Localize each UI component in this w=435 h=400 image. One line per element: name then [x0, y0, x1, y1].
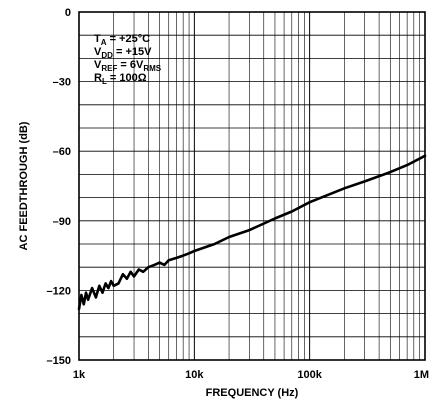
- y-tick-label: –60: [53, 146, 71, 158]
- y-tick-label: –150: [47, 355, 71, 367]
- y-tick-labels: 0 –30 –60 –90 –120 –150: [47, 7, 71, 367]
- condition-line: TA = +25°C: [94, 33, 150, 47]
- y-tick-label: –30: [53, 77, 71, 89]
- feedthrough-curve: [77, 154, 427, 311]
- y-tick-label: 0: [65, 7, 71, 19]
- grid: [79, 12, 425, 360]
- x-tick-label: 1M: [414, 369, 429, 381]
- x-tick-labels: 1k 10k 100k 1M: [73, 369, 429, 381]
- x-tick-label: 1k: [73, 369, 86, 381]
- x-axis-label: FREQUENCY (Hz): [206, 387, 299, 399]
- x-tick-label: 100k: [297, 369, 322, 381]
- condition-line: RL = 100Ω: [94, 72, 147, 86]
- y-axis-label: AC FEEDTHROUGH (dB): [18, 121, 30, 250]
- condition-line: VREF = 6VRMS: [94, 59, 162, 73]
- plot-frame: [78, 11, 426, 361]
- y-tick-label: –90: [53, 216, 71, 228]
- condition-line: VDD = +15V: [94, 46, 152, 60]
- x-tick-label: 10k: [185, 369, 204, 381]
- y-tick-label: –120: [47, 285, 71, 297]
